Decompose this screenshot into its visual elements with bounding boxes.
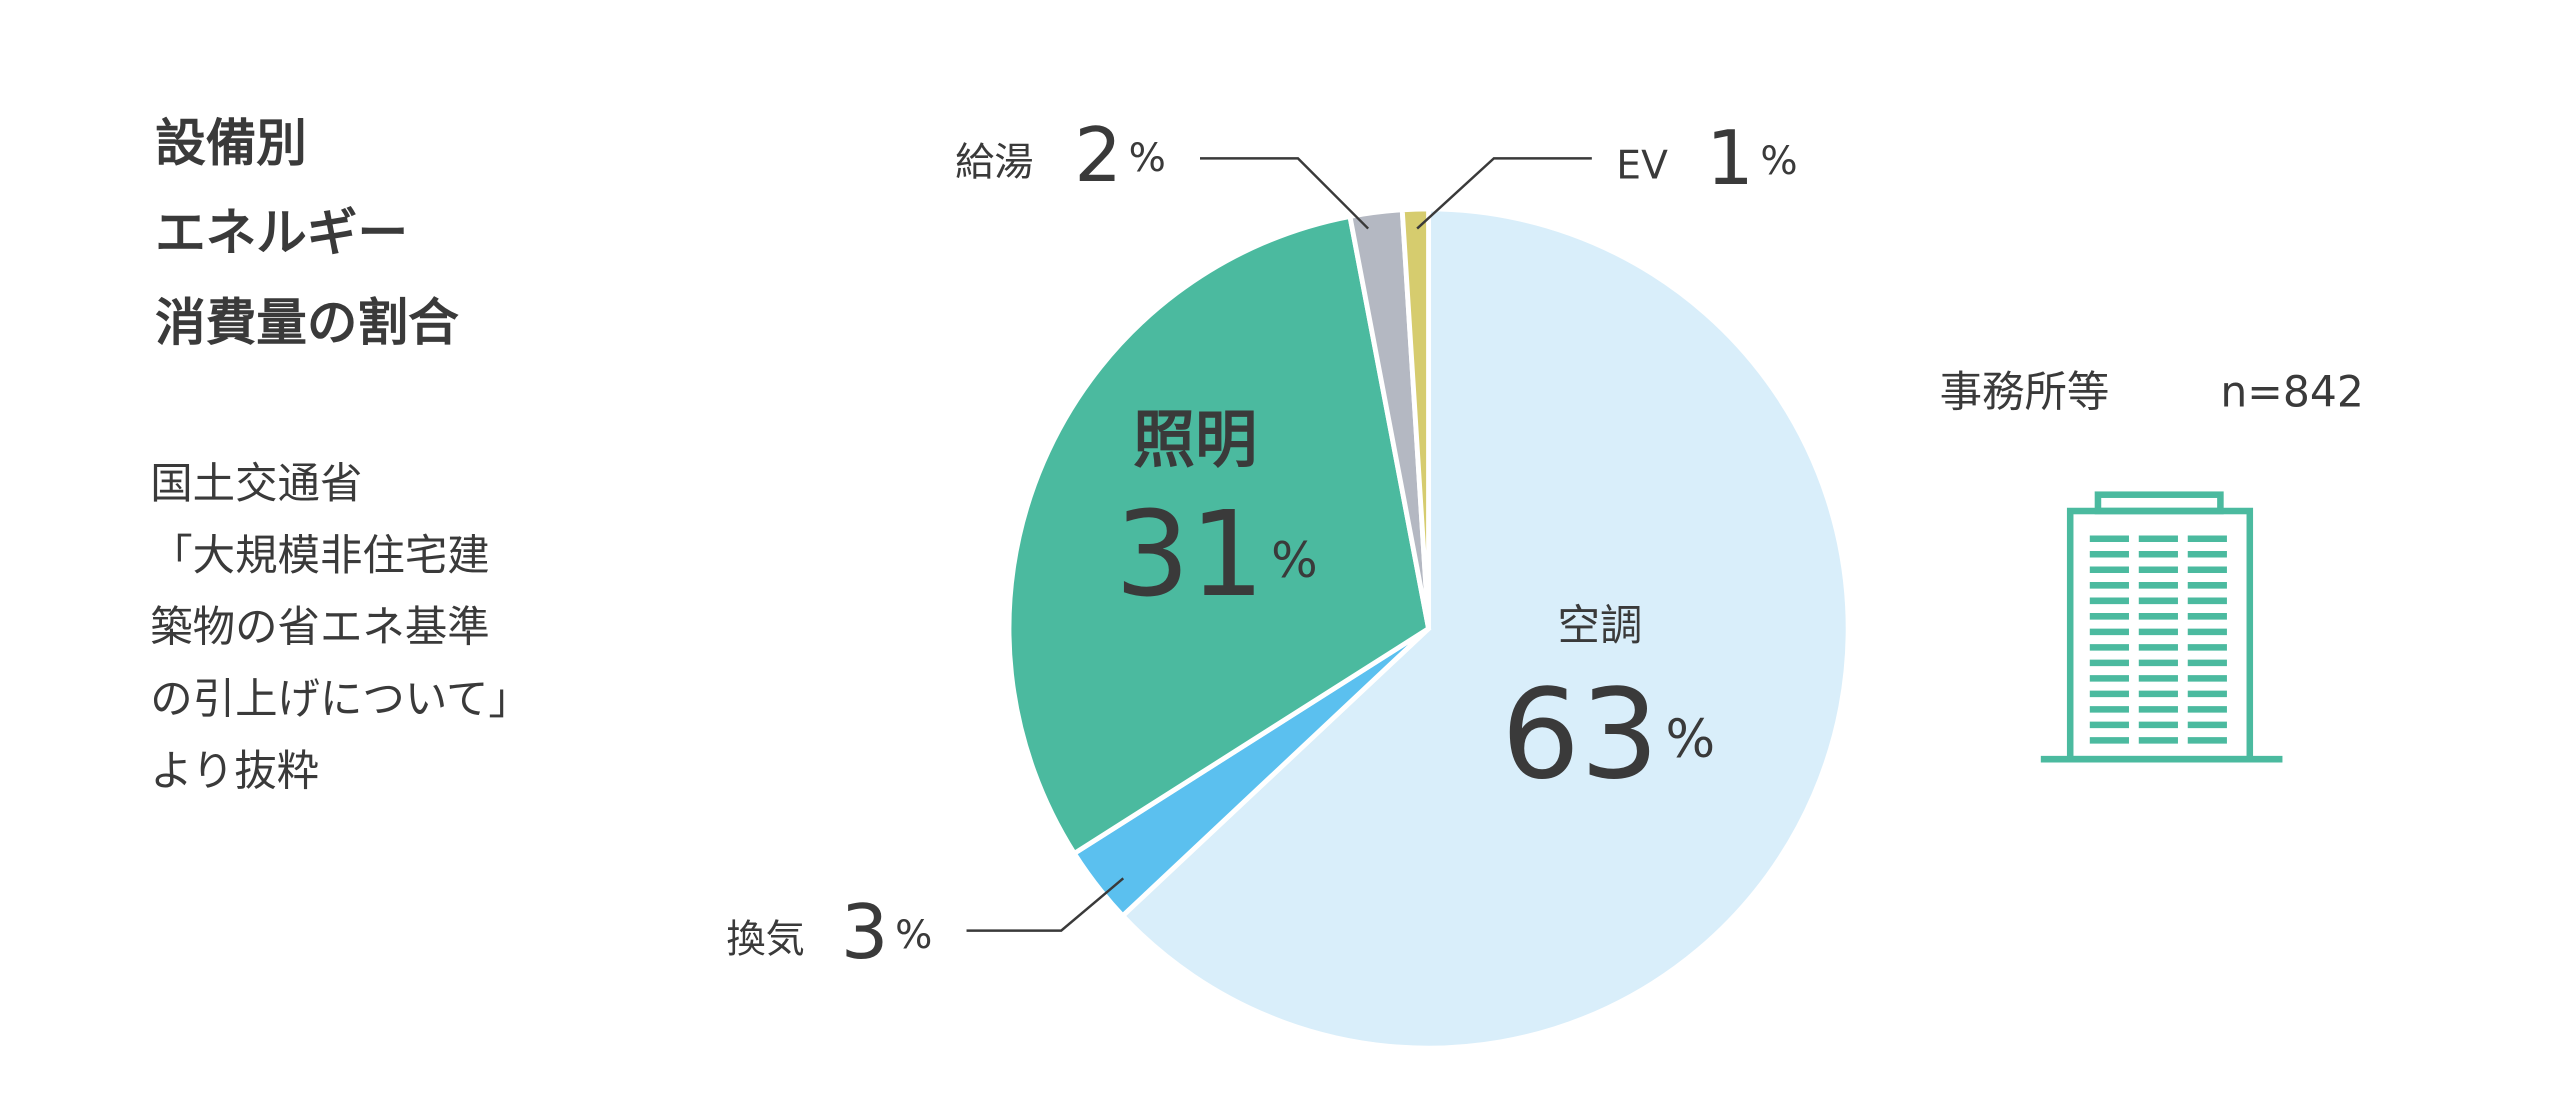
slice-value: 2% <box>1074 110 1166 198</box>
value-unit: % <box>1129 135 1166 180</box>
building-icon <box>2040 491 2283 763</box>
source-line: の引上げについて」 <box>150 676 531 725</box>
value-unit: % <box>1271 532 1318 589</box>
slice-value: 31% <box>1115 486 1318 623</box>
value-number: 3 <box>841 888 889 976</box>
source-line: 国土交通省 <box>150 460 362 509</box>
slice-value: 1% <box>1706 114 1798 202</box>
slice-name: 照明 <box>1133 403 1257 476</box>
building-windows <box>2089 535 2227 744</box>
value-number: 1 <box>1706 114 1754 202</box>
source-line: 「大規模非住宅建 <box>150 532 490 581</box>
slice-name: 空調 <box>1558 602 1643 651</box>
leader-line <box>1200 157 1370 230</box>
value-number: 31 <box>1115 486 1265 623</box>
pie-slice <box>1119 206 1851 1051</box>
value-unit: % <box>1760 139 1797 184</box>
value-number: 2 <box>1074 110 1122 198</box>
source-line: 築物の省エネ基準 <box>150 604 490 653</box>
slice-value: 63% <box>1501 663 1715 807</box>
value-number: 63 <box>1501 663 1659 807</box>
value-unit: % <box>1666 710 1716 770</box>
source-line: より抜粋 <box>150 747 319 796</box>
leader-line <box>966 877 1125 932</box>
pie-slice <box>1006 213 1432 857</box>
value-unit: % <box>895 913 932 958</box>
slice-value: 3% <box>841 888 933 976</box>
pie-slice <box>1399 206 1432 629</box>
slice-name: 給湯 <box>955 140 1033 185</box>
title-line: 設備別 <box>155 113 307 172</box>
title-line: エネルギー <box>155 203 408 262</box>
building-label: 事務所等 <box>1940 369 2110 418</box>
slice-name: EV <box>1616 144 1668 189</box>
title-line: 消費量の割合 <box>155 293 459 352</box>
left-text: 設備別エネルギー消費量の割合国土交通省「大規模非住宅建築物の省エネ基準の引上げに… <box>150 113 531 796</box>
leader-line <box>1416 157 1592 230</box>
slice-name: 換気 <box>727 918 805 963</box>
sample-size: n=842 <box>2220 369 2363 418</box>
